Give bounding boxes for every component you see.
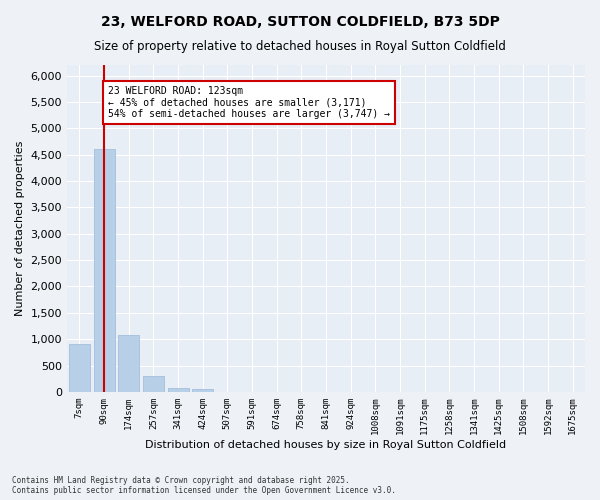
Y-axis label: Number of detached properties: Number of detached properties (15, 141, 25, 316)
X-axis label: Distribution of detached houses by size in Royal Sutton Coldfield: Distribution of detached houses by size … (145, 440, 506, 450)
Bar (69, 344, 90, 392)
Bar (118, 335, 139, 392)
Text: Contains HM Land Registry data © Crown copyright and database right 2025.
Contai: Contains HM Land Registry data © Crown c… (12, 476, 396, 495)
Bar (192, 389, 213, 392)
Text: Size of property relative to detached houses in Royal Sutton Coldfield: Size of property relative to detached ho… (94, 40, 506, 53)
Bar (143, 376, 164, 392)
Bar (94, 150, 115, 392)
Bar (167, 388, 188, 392)
Text: 23 WELFORD ROAD: 123sqm
← 45% of detached houses are smaller (3,171)
54% of semi: 23 WELFORD ROAD: 123sqm ← 45% of detache… (108, 86, 390, 120)
Text: 23, WELFORD ROAD, SUTTON COLDFIELD, B73 5DP: 23, WELFORD ROAD, SUTTON COLDFIELD, B73 … (101, 15, 499, 29)
